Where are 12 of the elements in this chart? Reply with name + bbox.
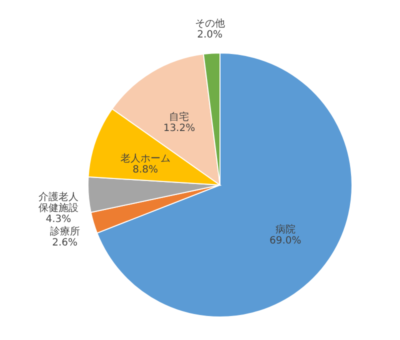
data-label: 4.3% — [46, 214, 72, 225]
data-label: 13.2% — [163, 123, 196, 134]
data-label: 2.6% — [52, 237, 78, 248]
data-label: 69.0% — [270, 236, 302, 247]
slice-label: 自宅 — [169, 111, 190, 124]
slice-label: その他 — [194, 17, 225, 30]
slice-label: 老人ホーム — [120, 152, 170, 165]
slice-label: 介護老人保健施設 — [38, 190, 78, 214]
slice-label: 診療所 — [50, 225, 80, 238]
data-label: 8.8% — [132, 164, 158, 176]
slice-label: 病院 — [275, 224, 296, 236]
data-label: 2.0% — [197, 29, 223, 40]
